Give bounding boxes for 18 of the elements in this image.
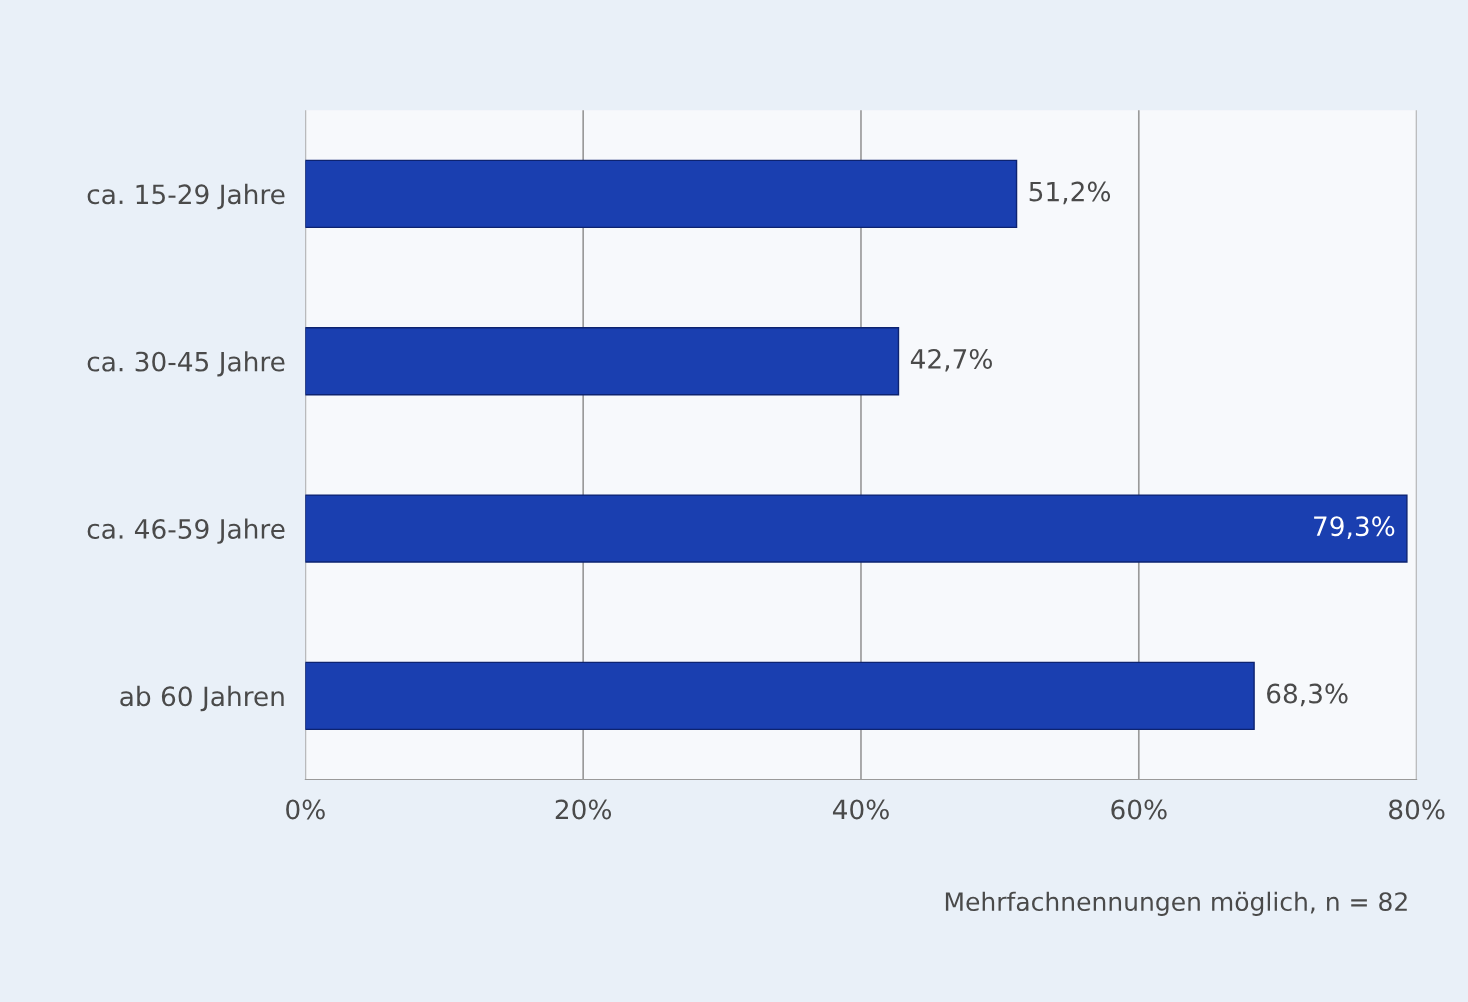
x-tick-label: 20% — [555, 799, 612, 820]
x-tick-label: 60% — [1111, 799, 1167, 820]
y-tick-label: ca. 15-29 Jahre — [87, 183, 285, 210]
bar — [305, 661, 1255, 731]
y-tick-label: ca. 30-45 Jahre — [87, 351, 285, 377]
x-tick-label: 40% — [832, 799, 889, 820]
data-label: 42,7% — [910, 348, 992, 372]
bar — [305, 159, 1018, 229]
y-tick-label: ca. 46-59 Jahre — [87, 518, 285, 544]
text: Mehrfachnennungen möglich, n = 82 — [945, 891, 1407, 916]
bar — [305, 327, 900, 396]
x-tick-label: 80% — [1389, 799, 1445, 820]
x-tick-label: 0% — [286, 799, 325, 820]
data-label: 51,2% — [1029, 181, 1111, 205]
data-label: 68,3% — [1267, 683, 1348, 707]
bar — [305, 494, 1408, 563]
data-label: 79,3% — [1314, 516, 1395, 539]
y-tick-label: ab 60 Jahren — [120, 685, 284, 712]
